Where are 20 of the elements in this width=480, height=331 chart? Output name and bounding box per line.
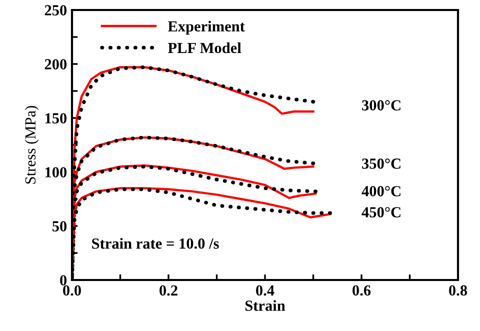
annotation: 350°C — [362, 158, 400, 169]
y-tick-label: 200 — [44, 59, 67, 70]
annotation: Strain rate = 10.0 /s — [92, 238, 219, 249]
x-axis-title: Strain — [245, 300, 286, 311]
y-tick-label: 100 — [45, 167, 67, 178]
text: 0.0 — [63, 285, 81, 296]
annotation: 400°C — [362, 186, 400, 196]
x-tick-label: 0.4 — [256, 285, 274, 296]
y-tick-label: 150 — [45, 113, 67, 124]
legend-label: Experiment — [168, 20, 245, 35]
annotation: 300°C — [362, 100, 400, 110]
x-tick-label: 0.6 — [352, 285, 371, 296]
annotation: 450°C — [362, 207, 400, 218]
y-tick-label: 250 — [44, 5, 67, 16]
legend-label: PLF Model — [168, 42, 242, 54]
y-axis-title: Stress (MPa) — [24, 106, 39, 184]
x-tick-label: 0.2 — [160, 285, 178, 296]
y-tick-label: 0 — [60, 275, 67, 286]
y-tick-label: 50 — [52, 221, 67, 232]
x-tick-label: 0.8 — [449, 285, 468, 296]
